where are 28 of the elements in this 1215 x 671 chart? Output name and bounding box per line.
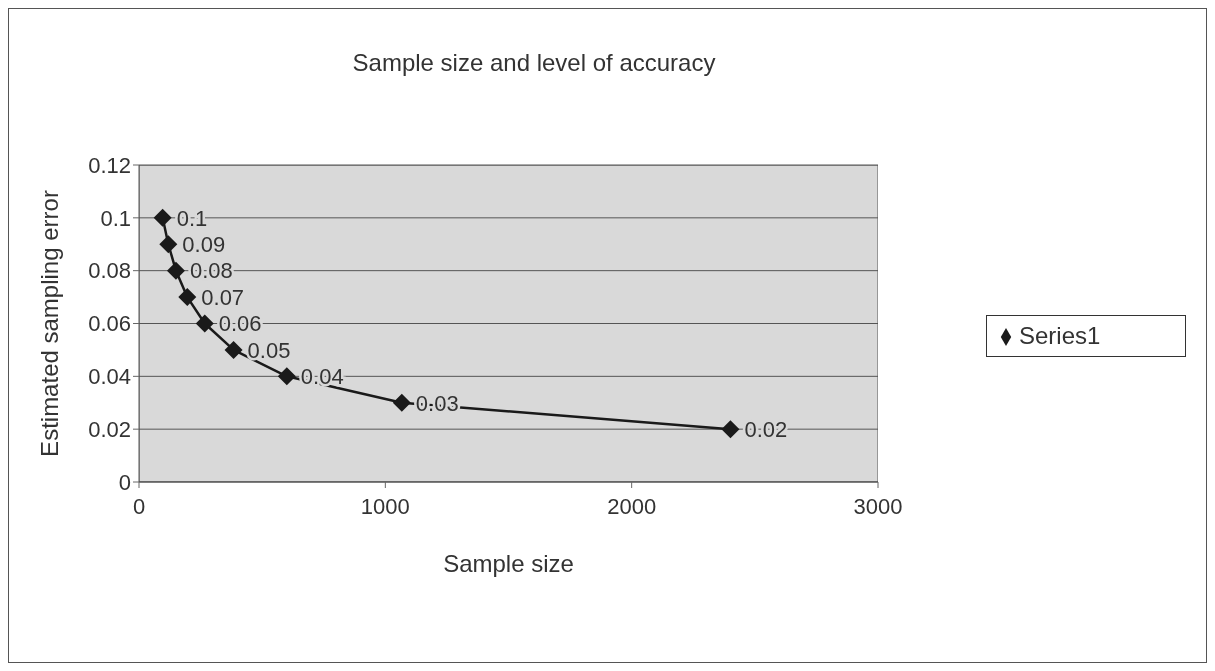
data-label: 0.1: [176, 205, 208, 231]
data-label: 0.02: [744, 416, 788, 442]
y-tick-label: 0.08: [88, 258, 131, 284]
y-tick-label: 0.02: [88, 416, 131, 442]
point: [392, 393, 411, 412]
y-tick-label: 0.1: [100, 205, 131, 231]
data-label: 0.05: [247, 337, 291, 363]
x-tick-label: 2000: [607, 493, 657, 519]
point: [277, 367, 296, 386]
point: [195, 314, 214, 333]
x-axis-title: Sample size: [443, 550, 574, 577]
y-tick-label: 0.12: [88, 152, 131, 178]
data-label: 0.09: [182, 232, 226, 258]
chart-title: Sample size and level of accuracy: [351, 49, 717, 77]
y-tick-label: 0.06: [88, 311, 131, 337]
x-tick-label: 1000: [360, 493, 410, 519]
data-label: 0.07: [201, 284, 245, 310]
point: [166, 261, 185, 280]
y-axis-title: Estimated sampling error: [35, 190, 63, 457]
point: [224, 340, 243, 359]
y-tick-label: 0.04: [88, 364, 131, 390]
point: [721, 420, 740, 439]
point: [153, 208, 172, 227]
point: [159, 235, 178, 254]
legend-label: Series1: [1019, 321, 1101, 349]
y-tick-label: 0: [118, 469, 131, 495]
x-tick-label: 3000: [853, 493, 903, 519]
point: [178, 288, 197, 307]
